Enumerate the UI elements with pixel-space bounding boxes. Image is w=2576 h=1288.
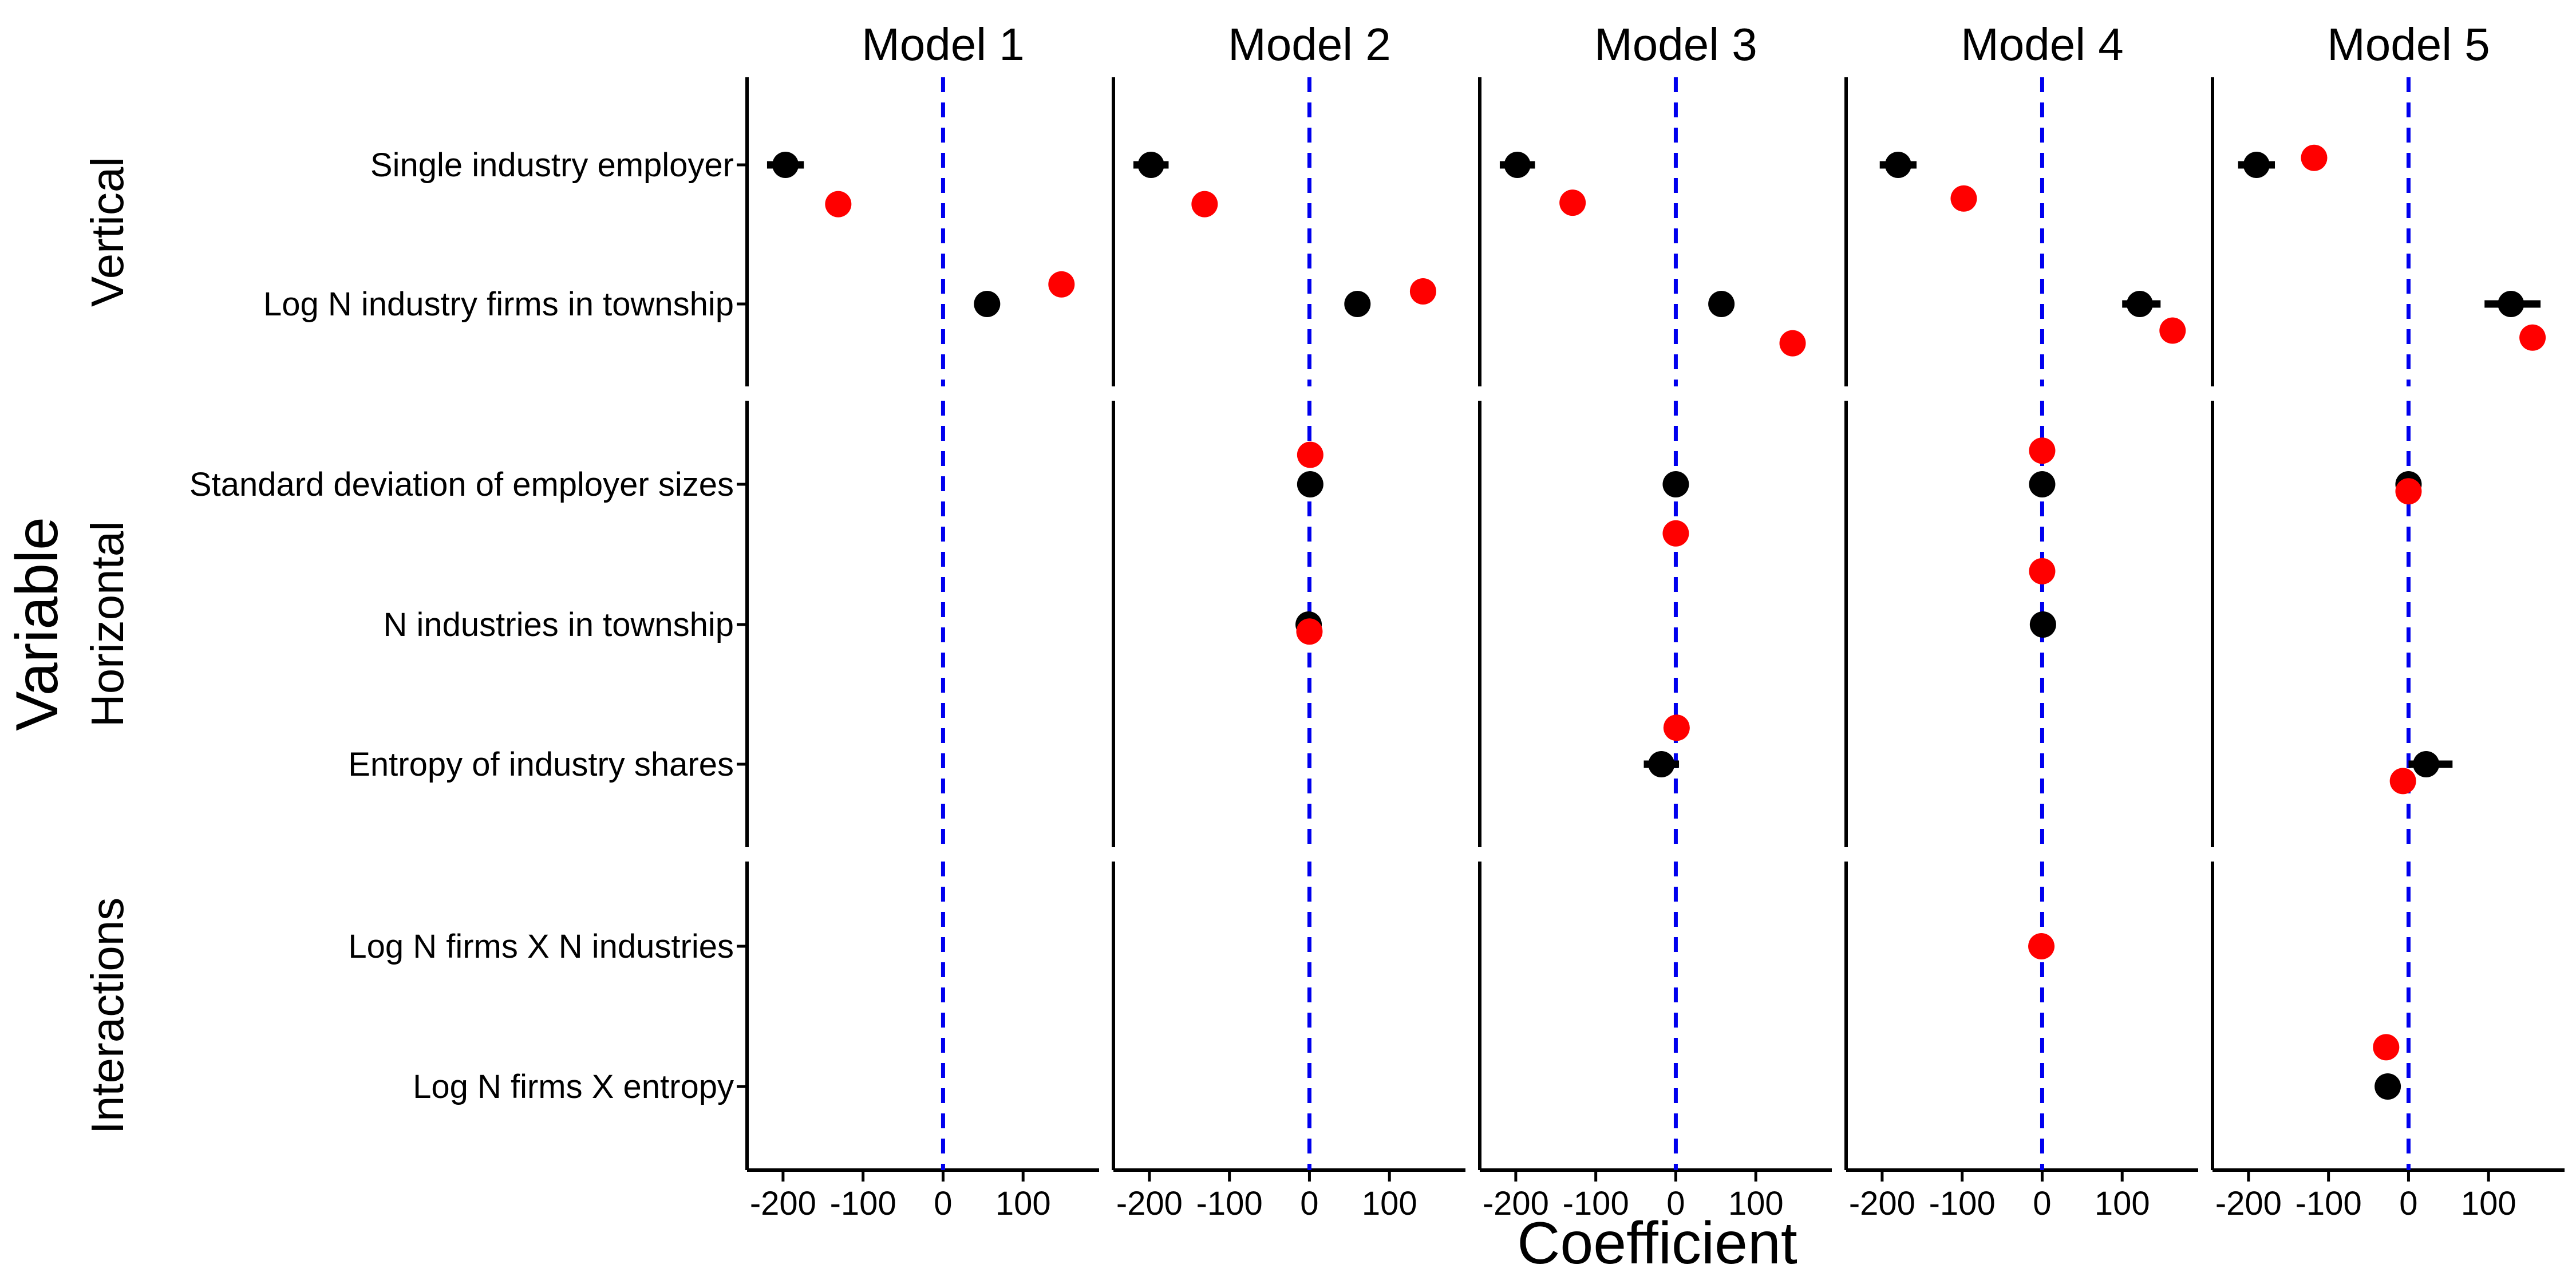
- panel-axes: [745, 77, 2565, 1172]
- x-ticks: -200 -100 0 100 -200 -100 0 100 -200 -100 0 100 -200…: [750, 1170, 2516, 1222]
- black-point: [1662, 471, 1689, 497]
- red-point: [2029, 437, 2056, 464]
- variable-label: Log N firms X N industries: [348, 928, 734, 965]
- black-point: [1137, 152, 1164, 178]
- black-point: [2029, 471, 2056, 497]
- red-point: [2389, 768, 2416, 795]
- black-point: [1297, 471, 1323, 497]
- black-point: [1504, 152, 1531, 178]
- x-tick-label: 0: [934, 1185, 952, 1222]
- black-point: [2374, 1073, 2401, 1100]
- y-axis-title: Variable: [4, 517, 70, 731]
- x-tick-label: -200: [750, 1185, 816, 1222]
- red-point: [1048, 271, 1075, 298]
- red-point: [2395, 478, 2422, 505]
- variable-label: Single industry employer: [370, 147, 734, 184]
- x-tick-label: 0: [1666, 1185, 1685, 1222]
- black-point: [2413, 751, 2440, 777]
- variable-label: Standard deviation of employer sizes: [189, 466, 734, 503]
- x-tick-label: -100: [1196, 1185, 1263, 1222]
- x-tick-label: 0: [1300, 1185, 1318, 1222]
- group-label: Horizontal: [82, 521, 133, 727]
- group-label: Interactions: [82, 898, 133, 1135]
- x-tick-label: -200: [1483, 1185, 1549, 1222]
- variable-labels: Single industry employer Log N industry f…: [189, 147, 747, 1105]
- red-point: [1950, 185, 1977, 212]
- red-point: [2029, 558, 2056, 584]
- red-point: [1409, 278, 1436, 305]
- model-title: Model 5: [2327, 19, 2490, 70]
- x-tick-label: -200: [2215, 1185, 2282, 1222]
- model-titles: Model 1 Model 2 Model 3 Model 4 Model 5: [862, 19, 2490, 70]
- black-point: [1648, 751, 1675, 777]
- black-point: [2029, 611, 2056, 638]
- x-tick-label: 0: [2399, 1185, 2417, 1222]
- x-tick-label: -200: [1116, 1185, 1183, 1222]
- black-point: [1344, 291, 1371, 317]
- group-label: Vertical: [82, 157, 133, 307]
- black-point: [2498, 291, 2524, 317]
- data-points: [772, 144, 2546, 1100]
- x-tick-label: 100: [1362, 1185, 1417, 1222]
- black-point: [974, 291, 1001, 317]
- x-tick-label: 100: [2461, 1185, 2516, 1222]
- x-tick-label: 100: [995, 1185, 1051, 1222]
- x-tick-label: -100: [2296, 1185, 2362, 1222]
- x-tick-label: -100: [830, 1185, 896, 1222]
- variable-label: Log N industry firms in township: [263, 286, 734, 323]
- black-point: [2243, 152, 2270, 178]
- model-title: Model 2: [1228, 19, 1391, 70]
- black-point: [772, 152, 799, 178]
- black-point: [1884, 152, 1911, 178]
- x-tick-label: 0: [2033, 1185, 2051, 1222]
- black-point: [2126, 291, 2153, 317]
- model-title: Model 4: [1961, 19, 2124, 70]
- x-tick-label: -100: [1563, 1185, 1629, 1222]
- x-tick-label: 100: [1728, 1185, 1784, 1222]
- red-point: [2301, 144, 2328, 171]
- red-point: [2519, 324, 2546, 351]
- red-point: [1296, 618, 1323, 645]
- x-tick-label: -200: [1849, 1185, 1915, 1222]
- model-title: Model 1: [862, 19, 1025, 70]
- reference-lines: [941, 77, 2411, 1170]
- x-axis-title: Coefficient: [1517, 1210, 1797, 1277]
- model-title: Model 3: [1594, 19, 1757, 70]
- black-point: [1708, 291, 1735, 317]
- red-point: [1779, 330, 1806, 357]
- red-point: [1663, 714, 1690, 741]
- red-point: [825, 191, 852, 218]
- variable-label: Log N firms X entropy: [413, 1068, 734, 1105]
- x-tick-label: 100: [2095, 1185, 2150, 1222]
- red-point: [1662, 520, 1689, 547]
- red-point: [1297, 441, 1323, 468]
- error-bars: [767, 154, 2541, 1091]
- variable-label: Entropy of industry shares: [348, 746, 734, 783]
- group-labels: Vertical Horizontal Interactions: [82, 157, 133, 1134]
- x-tick-label: -100: [1929, 1185, 1996, 1222]
- red-point: [1559, 189, 1586, 216]
- red-point: [1191, 191, 1218, 218]
- red-point: [2028, 933, 2055, 959]
- variable-label: N industries in township: [383, 606, 734, 643]
- red-point: [2373, 1034, 2400, 1061]
- red-point: [2159, 317, 2186, 344]
